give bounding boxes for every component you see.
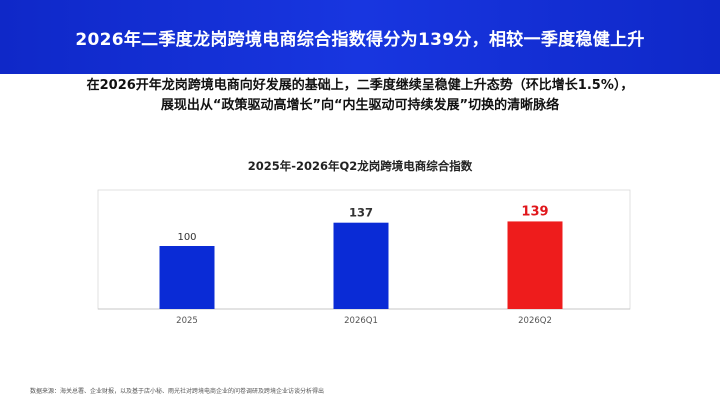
summary-line-2: 展现出从“政策驱动高增长”向“内生驱动可持续发展”切换的清晰脉络	[160, 98, 560, 113]
x-tick-2026q1: 2026Q1	[344, 316, 378, 326]
title-banner: 2026年二季度龙岗跨境电商综合指数得分为139分，相较一季度稳健上升	[0, 0, 720, 74]
bar-2026q2	[507, 221, 563, 309]
bar-2026q1	[333, 222, 389, 309]
x-tick-2026q2: 2026Q2	[518, 316, 552, 326]
x-tick-2025: 2025	[176, 316, 198, 326]
data-label-2026q1: 137	[349, 206, 373, 220]
summary-text: 在2026开年龙岗跨境电商向好发展的基础上，二季度继续呈稳健上升态势（环比增长1…	[0, 76, 720, 116]
data-label-2026q2: 139	[521, 204, 548, 219]
chart-title: 2025年-2026年Q2龙岗跨境电商综合指数	[247, 159, 473, 173]
data-label-2025: 100	[177, 232, 196, 243]
footnote: 数据来源：海关总署、企业财报，以及基于店小秘、雨光社对跨境电商企业的问卷调研及跨…	[30, 388, 325, 395]
page-title: 2026年二季度龙岗跨境电商综合指数得分为139分，相较一季度稳健上升	[75, 29, 645, 50]
bar-2025	[159, 246, 215, 309]
summary-line-1: 在2026开年龙岗跨境电商向好发展的基础上，二季度继续呈稳健上升态势（环比增长1…	[86, 78, 634, 93]
